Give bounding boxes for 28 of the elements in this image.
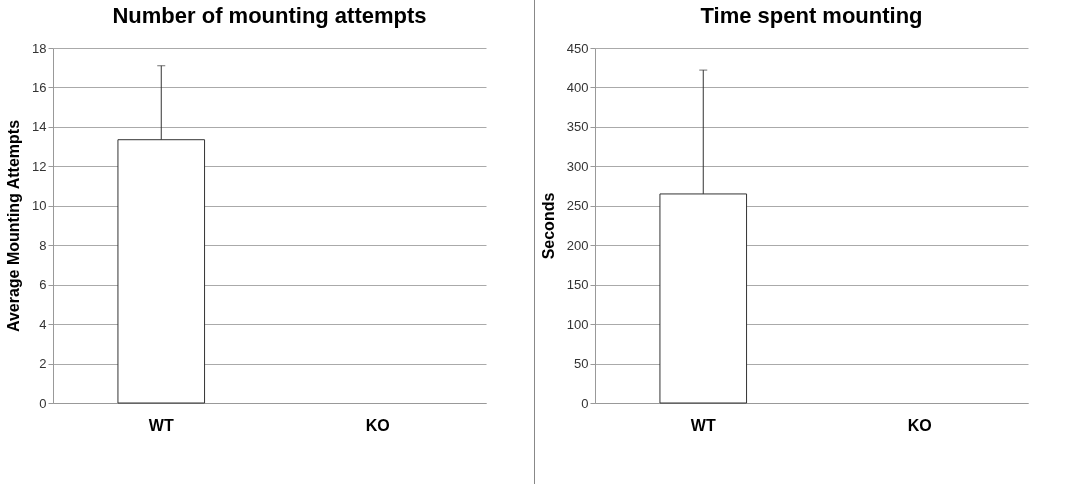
y-axis-title: Average Mounting Attempts [5, 119, 23, 333]
y-tick-label: 2 [39, 356, 47, 372]
y-tick-label: 16 [32, 79, 47, 95]
y-tick-label: 300 [566, 158, 589, 174]
y-tick-label: 12 [32, 158, 47, 174]
y-axis-title: Seconds [539, 192, 557, 260]
chart-title: Time spent mounting [700, 3, 923, 28]
y-tick-label: 50 [574, 356, 589, 372]
x-tick-label: WT [148, 416, 174, 434]
y-tick-label: 14 [32, 119, 47, 135]
x-tick-label: WT [690, 416, 716, 434]
chart-title: Number of mounting attempts [112, 3, 427, 28]
y-tick-label: 350 [566, 119, 589, 135]
x-tick-label: KO [907, 416, 932, 434]
y-tick-label: 4 [39, 316, 47, 332]
y-tick-label: 0 [39, 395, 47, 411]
y-tick-label: 10 [32, 198, 47, 214]
y-tick-label: 100 [566, 316, 589, 332]
y-tick-label: 250 [566, 198, 589, 214]
y-tick-label: 18 [32, 40, 47, 56]
y-tick-label: 200 [566, 237, 589, 253]
x-tick-label: KO [365, 416, 390, 434]
y-tick-label: 0 [581, 395, 589, 411]
y-tick-label: 450 [566, 40, 589, 56]
y-tick-label: 150 [566, 277, 589, 293]
y-tick-label: 6 [39, 277, 47, 293]
y-tick-label: 8 [39, 237, 47, 253]
y-tick-label: 400 [566, 79, 589, 95]
